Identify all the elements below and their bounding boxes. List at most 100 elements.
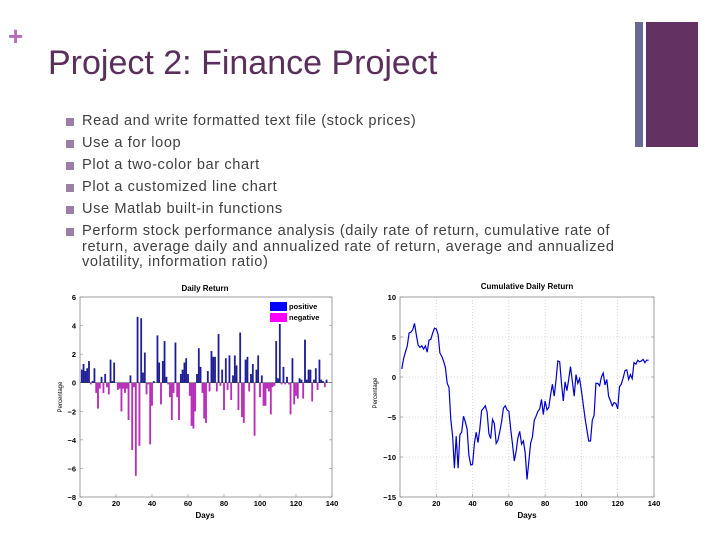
positive-bar [197,348,200,383]
negative-bar [293,382,296,405]
negative-bar [203,382,206,419]
x-tick-label: 80 [541,499,549,508]
negative-bar [134,382,137,476]
negative-bar [149,382,152,445]
y-tick-label: 5 [392,333,396,342]
chart-title: Daily Return [181,284,228,293]
bullet-text: Use Matlab built-in functions [82,201,283,217]
square-bullet-icon [66,184,74,192]
x-tick-label: 140 [648,499,661,508]
x-tick-label: 60 [184,499,192,508]
positive-bar [143,352,146,383]
negative-bar [98,382,101,389]
negative-bar [241,382,243,418]
square-bullet-icon [66,162,74,170]
negative-bar [194,382,197,412]
positive-bar [300,379,303,383]
positive-bar [309,369,312,383]
positive-bar [86,368,89,383]
negative-bar [219,382,222,386]
positive-bar [278,322,281,383]
y-tick-label: −10 [383,453,396,462]
positive-bar [100,376,103,383]
positive-bar [246,356,249,383]
negative-bar [188,382,191,396]
positive-bar [298,378,301,383]
positive-bar [113,362,116,383]
negative-bar [131,382,134,451]
negative-bar [201,382,204,393]
x-tick-label: 20 [432,499,440,508]
positive-bar [161,361,164,383]
positive-bar [275,341,278,383]
y-tick-label: −8 [67,493,76,502]
negative-bar [122,382,125,389]
positive-bar [291,358,294,383]
y-tick-label: 2 [72,350,76,359]
negative-bar [107,382,110,395]
x-tick-label: 120 [611,499,624,508]
bullet-text: Plot a customized line chart [82,179,278,195]
positive-bar [239,332,242,383]
bullet-text: Read and write formatted text file (stoc… [82,113,417,129]
positive-bar [307,369,310,383]
positive-bar [217,333,220,383]
negative-bar [102,382,105,393]
chart-title: Cumulative Daily Return [481,282,574,291]
positive-bar [136,316,139,383]
accent-bar-block [646,22,698,147]
positive-bar [235,365,238,383]
negative-bar [266,382,269,389]
x-tick-label: 40 [148,499,156,508]
negative-bar [138,382,141,446]
positive-bar [88,361,90,383]
negative-bar [302,382,305,399]
positive-bar [109,359,112,383]
positive-bar [214,356,216,383]
accent-bar-thin [635,22,643,147]
positive-bar [314,368,317,383]
negative-bar [124,382,126,393]
bar-series [80,316,332,476]
positive-bar [224,358,227,383]
legend-swatch [270,313,287,322]
legend-label: negative [289,313,319,322]
legend-label: positive [289,302,317,311]
positive-bar [228,355,231,383]
positive-bar [82,363,85,383]
negative-bar [208,382,211,392]
positive-bar [305,379,308,383]
y-tick-label: 0 [392,373,396,382]
negative-bar [311,382,314,402]
negative-bar [125,382,128,389]
positive-bar [304,339,306,383]
negative-bar [127,382,130,421]
negative-bar [323,382,326,388]
x-tick-label: 100 [575,499,588,508]
negative-bar [242,382,245,423]
positive-bar [206,371,209,383]
negative-bar [151,382,153,406]
positive-bar [174,342,177,383]
positive-bar [196,373,198,383]
daily-return-bar-chart: Daily Return Days Percentage −8 −6 −4 −2 0 2 4… [58,284,338,520]
square-bullet-icon [66,228,74,236]
positive-bar [140,318,143,383]
positive-bar [325,379,328,383]
bullet-item: Perform stock performance analysis (dail… [66,223,636,271]
negative-bar [262,382,265,406]
positive-bar [221,369,224,383]
negative-bar [118,382,121,389]
positive-bar [313,379,315,383]
x-tick-label: 20 [112,499,120,508]
negative-bar [145,382,148,395]
plus-decoration-icon: + [8,21,24,51]
chart-legend: positive negative [268,300,330,324]
negative-bar [120,382,123,412]
bullet-text: Perform stock performance analysis (dail… [82,223,615,270]
plot-area [399,296,655,498]
cumulative-return-line-chart: Cumulative Daily Return Days Percentage … [373,282,661,520]
x-tick-label: 80 [220,499,228,508]
y-tick-label: −6 [67,464,76,473]
positive-bar [320,379,323,383]
